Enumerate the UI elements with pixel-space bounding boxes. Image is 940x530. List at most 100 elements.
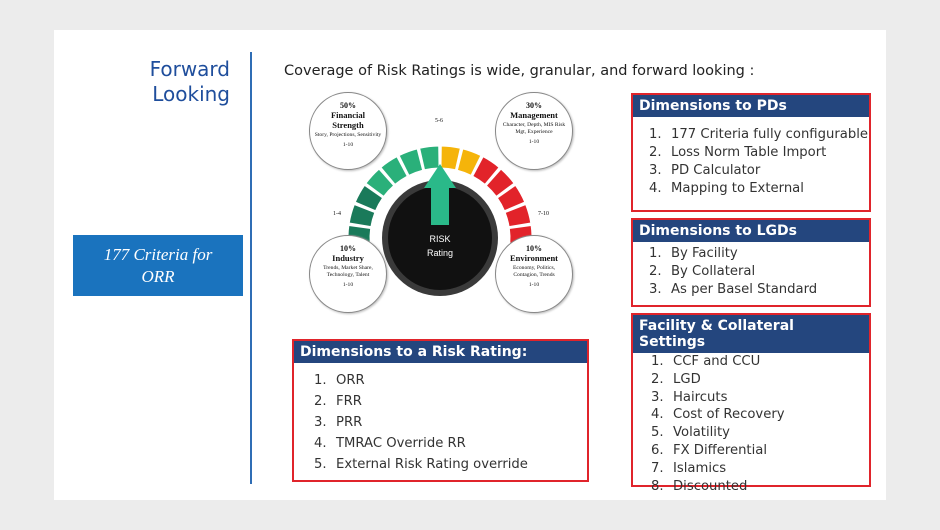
page-title: Forward Looking (150, 57, 230, 107)
vertical-divider (250, 52, 252, 484)
factor-circle-management: 30% Management Character, Depth, MIS Ris… (495, 92, 573, 170)
gauge-center-line-2: Rating (427, 248, 453, 258)
factor-name-line-1: Financial (330, 110, 365, 120)
list-item: 1. By Facility (649, 246, 738, 261)
facility-header: Facility & Collateral Settings (633, 315, 869, 353)
factor-name-line-1: Environment (509, 253, 559, 263)
factor-range: 1-10 (528, 139, 540, 145)
factor-pct: 10% (526, 244, 542, 253)
gauge-label-high: 7-10 (538, 211, 549, 217)
list-item-text: 177 Criteria fully configurable (671, 127, 868, 142)
subtitle: Coverage of Risk Ratings is wide, granul… (284, 63, 755, 79)
title-line-1: Forward (149, 57, 230, 81)
pd-dimensions-box: Dimensions to PDs 1. 177 Criteria fully c… (631, 93, 871, 212)
gauge-label-low: 1-4 (333, 211, 341, 217)
facility-list: 1. CCF and CCU 2. LGD 3. Haircuts 4. Cost of… (633, 353, 869, 495)
gauge-segment (440, 145, 461, 171)
factor-name-line-2: Strength (332, 120, 364, 130)
factor-range: 1-10 (528, 282, 540, 288)
list-item-text: Cost of Recovery (673, 407, 785, 423)
list-item-text: As per Basel Standard (671, 282, 818, 297)
list-item-text: TMRAC Override RR (336, 436, 466, 451)
list-item-text: By Collateral (671, 264, 756, 279)
list-item-text: CCF and CCU (673, 354, 761, 369)
list-item: 3. As per Basel Standard (649, 282, 818, 297)
list-item-text: Volatility (673, 425, 730, 441)
list-item-text: FX Differential (673, 442, 768, 458)
list-item-text: LGD (673, 371, 701, 387)
factor-name-line-1: Management (510, 110, 558, 120)
gauge-segment (472, 156, 500, 186)
factor-description: Economy, Politics, Contagion, Trends (512, 265, 556, 278)
pd-list: 1. 177 Criteria fully configurable 2. Loss… (633, 117, 869, 198)
gauge-segment (496, 184, 526, 212)
criteria-line-1: 177 Criteria for (103, 244, 213, 264)
list-item: 5. External Risk Rating override (314, 457, 528, 472)
factor-description: Character, Depth, MIS Risk Mgt, Experien… (502, 122, 566, 135)
list-item: 2. By Collateral (649, 264, 756, 279)
list-item: 4. Cost of Recovery (651, 407, 785, 423)
list-item: 6. FX Differential (651, 442, 768, 458)
title-line-2: Looking (152, 82, 230, 106)
gauge-label-mid: 5-6 (435, 118, 443, 124)
list-item-text: PD Calculator (671, 163, 761, 178)
factor-pct: 50% (340, 101, 356, 110)
gauge-segment (365, 168, 395, 198)
criteria-callout: 177 Criteria for ORR (73, 235, 243, 296)
factor-description: Story, Projections, Sensitivity (314, 132, 382, 138)
factor-range: 1-10 (342, 282, 354, 288)
list-item-text: Islamics (673, 460, 727, 476)
list-item: 3. PD Calculator (649, 163, 761, 178)
list-item: 2. FRR (314, 394, 362, 409)
list-item: 7. Islamics (651, 460, 727, 476)
list-item: 1. 177 Criteria fully configurable (649, 127, 868, 142)
list-item-text: External Risk Rating override (336, 457, 528, 472)
factor-pct: 30% (526, 101, 542, 110)
risk-rating-dimensions-box: Dimensions to a Risk Rating: 1. ORR 2. FRR… (292, 339, 589, 482)
list-item: 3. Haircuts (651, 389, 728, 405)
risk-gauge-diagram: RISK Rating 1-4 5-6 7-10 50% Financial S… (305, 90, 585, 315)
lgd-list: 1. By Facility 2. By Collateral 3. As per B… (633, 242, 869, 299)
list-item-text: Discounted (673, 478, 748, 494)
list-item: 3. PRR (314, 415, 363, 430)
list-item: 8. Discounted (651, 478, 748, 494)
gauge-segment (504, 203, 532, 228)
risk-rating-header: Dimensions to a Risk Rating: (294, 341, 587, 363)
factor-name-line-1: Industry (332, 253, 364, 263)
list-item-text: Loss Norm Table Import (671, 145, 827, 160)
gauge-segment (419, 145, 440, 171)
list-item: 4. TMRAC Override RR (314, 436, 466, 451)
gauge-segments (347, 145, 533, 246)
factor-circle-environment: 10% Environment Economy, Politics, Conta… (495, 235, 573, 313)
factor-range: 1-10 (342, 142, 354, 148)
list-item-text: ORR (336, 373, 365, 388)
facility-collateral-box: Facility & Collateral Settings 1. CCF and… (631, 313, 871, 494)
lgd-dimensions-box: Dimensions to LGDs 1. By Facility 2. By Co… (631, 218, 871, 307)
lgd-header: Dimensions to LGDs (633, 220, 869, 242)
gauge-segment (398, 148, 424, 176)
criteria-line-2: ORR (141, 266, 175, 286)
gauge-segment (348, 203, 376, 228)
gauge-needle (424, 164, 456, 225)
list-item: 5. Volatility (651, 425, 730, 441)
gauge-svg: RISK Rating (347, 145, 533, 296)
gauge-segment (380, 156, 408, 186)
pd-header: Dimensions to PDs (633, 95, 869, 117)
factor-circle-industry: 10% Industry Trends, Market Share, Techn… (309, 235, 387, 313)
gauge-segment (354, 184, 384, 212)
list-item-text: By Facility (671, 246, 738, 261)
list-item: 2. Loss Norm Table Import (649, 145, 827, 160)
gauge-center-line-1: RISK (429, 234, 450, 244)
factor-description: Trends, Market Share, Technology, Talent (323, 265, 373, 278)
list-item-text: PRR (336, 415, 363, 430)
gauge-segment (485, 168, 515, 198)
factor-circle-financial-strength: 50% Financial Strength Story, Projection… (309, 92, 387, 170)
list-item-text: Mapping to External (671, 181, 804, 196)
list-item-text: FRR (336, 394, 362, 409)
list-item: 4. Mapping to External (649, 181, 804, 196)
list-item: 1. CCF and CCU (651, 354, 761, 369)
list-item: 1. ORR (314, 373, 365, 388)
factor-pct: 10% (340, 244, 356, 253)
list-item: 2. LGD (651, 371, 701, 387)
list-item-text: Haircuts (673, 389, 728, 405)
